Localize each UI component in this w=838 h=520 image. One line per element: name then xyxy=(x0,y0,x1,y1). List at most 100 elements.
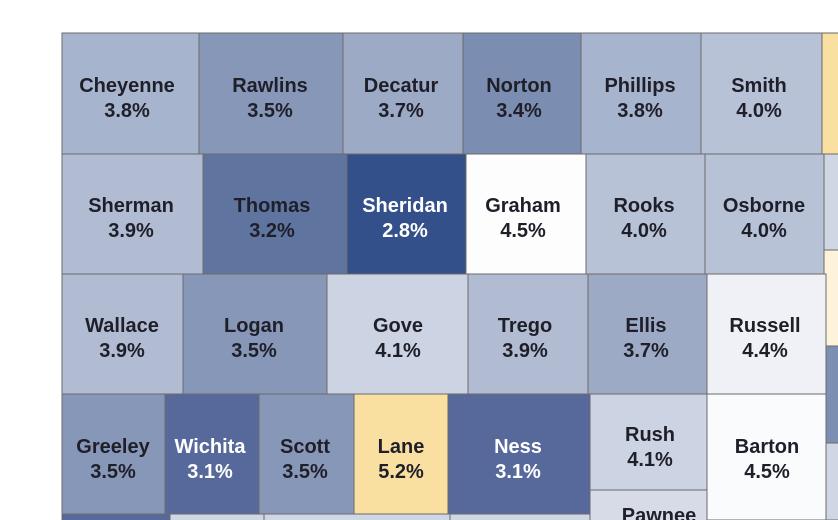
county-name-label: Smith xyxy=(731,75,787,97)
county-shape-wallace xyxy=(61,273,184,395)
county-decatur: Decatur 3.7% xyxy=(342,32,464,155)
county-value-label: 3.8% xyxy=(617,100,663,122)
county-shape-cheyenne xyxy=(61,32,200,155)
county-value-label: 3.5% xyxy=(231,340,277,362)
county-shape-smith xyxy=(700,32,823,155)
county-name-label: Scott xyxy=(280,436,330,458)
county-value-label: 3.4% xyxy=(496,100,542,122)
county-value-label: 3.8% xyxy=(104,100,150,122)
county-name-label: Trego xyxy=(498,315,552,337)
county-sherman: Sherman 3.9% xyxy=(61,153,204,275)
county-name-label: Rush xyxy=(625,424,675,446)
county-name-label: Sheridan xyxy=(362,195,448,217)
county-value-label: 4.1% xyxy=(627,449,673,471)
county-wallace: Wallace 3.9% xyxy=(61,273,184,395)
county-russell: Russell 4.4% xyxy=(706,273,827,395)
county-shape-norton xyxy=(462,32,582,155)
county-shape-barton xyxy=(706,393,827,520)
county-gove: Gove 4.1% xyxy=(326,273,469,395)
county-cheyenne: Cheyenne 3.8% xyxy=(61,32,200,155)
county-shape-scott xyxy=(258,393,355,515)
edge-county-east-2 xyxy=(823,153,838,251)
county-shape-wichita xyxy=(164,393,260,515)
county-shape-sherman xyxy=(61,153,204,275)
county-osborne: Osborne 4.0% xyxy=(704,153,825,275)
county-shape-sheridan xyxy=(346,153,467,275)
county-shape-pawnee xyxy=(589,489,708,520)
county-value-label: 3.1% xyxy=(495,461,541,483)
county-value-label: 3.9% xyxy=(108,220,154,242)
county-shape-rooks xyxy=(585,153,706,275)
county-value-label: 3.7% xyxy=(378,100,424,122)
county-shape-ellis xyxy=(587,273,708,395)
edge-county-south-1 xyxy=(61,513,171,520)
county-shape-lane xyxy=(353,393,449,515)
county-name-label: Pawnee xyxy=(622,505,696,520)
county-logan: Logan 3.5% xyxy=(182,273,328,395)
county-name-label: Wichita xyxy=(175,436,247,458)
county-name-label: Lane xyxy=(378,436,425,458)
county-shape-rush xyxy=(589,393,708,491)
county-sheridan: Sheridan 2.8% xyxy=(346,153,467,275)
county-name-label: Thomas xyxy=(234,195,311,217)
edge-county-south-2 xyxy=(169,513,265,520)
county-ellis: Ellis 3.7% xyxy=(587,273,708,395)
county-shape-thomas xyxy=(202,153,348,275)
county-name-label: Decatur xyxy=(364,75,439,97)
county-name-label: Rooks xyxy=(613,195,674,217)
county-value-label: 3.2% xyxy=(249,220,295,242)
county-value-label: 4.4% xyxy=(742,340,788,362)
county-value-label: 3.7% xyxy=(623,340,669,362)
county-graham: Graham 4.5% xyxy=(465,153,587,275)
county-shape-russell xyxy=(706,273,827,395)
county-value-label: 4.5% xyxy=(500,220,546,242)
county-name-label: Wallace xyxy=(85,315,159,337)
county-name-label: Sherman xyxy=(88,195,174,217)
county-greeley: Greeley 3.5% xyxy=(61,393,166,515)
county-shape-phillips xyxy=(580,32,702,155)
county-value-label: 4.0% xyxy=(621,220,667,242)
county-lane: Lane 5.2% xyxy=(353,393,449,515)
county-rawlins: Rawlins 3.5% xyxy=(198,32,344,155)
county-value-label: 3.9% xyxy=(99,340,145,362)
county-shape-graham xyxy=(465,153,587,275)
county-name-label: Ellis xyxy=(625,315,666,337)
county-shape-osborne xyxy=(704,153,825,275)
county-name-label: Norton xyxy=(486,75,552,97)
county-shape-decatur xyxy=(342,32,464,155)
county-name-label: Logan xyxy=(224,315,284,337)
county-value-label: 5.2% xyxy=(378,461,424,483)
county-shape-gove xyxy=(326,273,469,395)
county-name-label: Russell xyxy=(729,315,800,337)
county-value-label: 2.8% xyxy=(382,220,428,242)
county-value-label: 3.5% xyxy=(90,461,136,483)
county-barton: Barton 4.5% xyxy=(706,393,827,520)
county-name-label: Graham xyxy=(485,195,561,217)
county-value-label: 3.1% xyxy=(187,461,233,483)
county-scott: Scott 3.5% xyxy=(258,393,355,515)
county-shape-trego xyxy=(467,273,589,395)
county-rooks: Rooks 4.0% xyxy=(585,153,706,275)
county-name-label: Osborne xyxy=(723,195,805,217)
county-name-label: Ness xyxy=(494,436,542,458)
county-trego: Trego 3.9% xyxy=(467,273,589,395)
county-shape-logan xyxy=(182,273,328,395)
county-name-label: Cheyenne xyxy=(79,75,175,97)
edge-county-south-4 xyxy=(449,513,593,520)
county-norton: Norton 3.4% xyxy=(462,32,582,155)
county-name-label: Greeley xyxy=(76,436,150,458)
county-value-label: 3.5% xyxy=(282,461,328,483)
county-phillips: Phillips 3.8% xyxy=(580,32,702,155)
county-thomas: Thomas 3.2% xyxy=(202,153,348,275)
county-name-label: Phillips xyxy=(604,75,675,97)
county-shape-greeley xyxy=(61,393,166,515)
county-value-label: 4.0% xyxy=(736,100,782,122)
county-name-label: Gove xyxy=(373,315,423,337)
edge-county-east-5 xyxy=(825,442,838,520)
edge-county-east-4 xyxy=(825,345,838,444)
edge-county-east-1 xyxy=(821,32,838,155)
county-ness: Ness 3.1% xyxy=(447,393,591,515)
county-value-label: 4.1% xyxy=(375,340,421,362)
county-value-label: 3.9% xyxy=(502,340,548,362)
county-value-label: 4.0% xyxy=(741,220,787,242)
